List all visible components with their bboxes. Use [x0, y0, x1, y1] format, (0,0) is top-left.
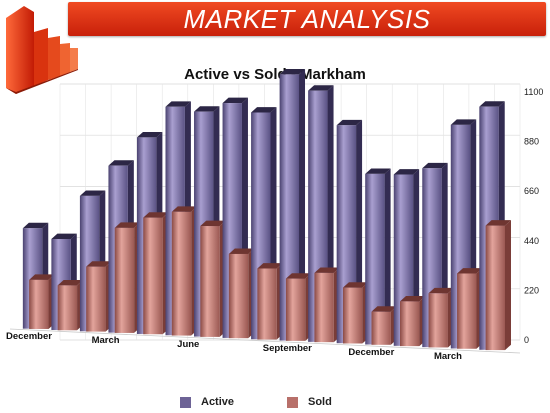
y-tick-label: 1100	[524, 87, 543, 97]
bar-sold	[228, 248, 255, 339]
y-tick-label: 660	[524, 186, 539, 196]
y-tick-label: 440	[524, 236, 539, 246]
bar-sold	[400, 295, 426, 347]
legend-label-active: Active	[201, 396, 235, 408]
bar-active	[365, 168, 391, 345]
bar-sold	[29, 274, 55, 329]
legend-label-sold: Sold	[308, 396, 332, 408]
bar-sold	[371, 306, 397, 345]
bar-active	[279, 69, 306, 341]
bar-chart-logo-icon	[6, 6, 78, 94]
y-tick-label: 0	[524, 335, 529, 345]
banner-title: MARKET ANALYSIS	[183, 4, 431, 34]
bar-sold	[143, 212, 169, 335]
y-tick-label: 880	[524, 137, 539, 147]
bar-sold	[57, 279, 84, 331]
title-banner: MARKET ANALYSIS	[68, 2, 546, 36]
legend: Active Sold	[0, 396, 550, 410]
bar-sold	[314, 267, 340, 343]
x-tick-label: September	[263, 343, 312, 354]
chart-title: Active vs Sold - Markham	[184, 66, 366, 83]
legend-swatch-active	[180, 396, 191, 408]
bar-sold	[86, 261, 112, 332]
y-tick-label: 220	[524, 285, 539, 295]
x-tick-label: June	[177, 339, 199, 350]
x-tick-label: March	[92, 335, 120, 346]
x-tick-label: December	[6, 331, 52, 342]
axis-ticks: 0 220 440 660 880 1100 December March June Septem…	[6, 87, 543, 362]
bar-sold	[200, 220, 226, 337]
bar-sold	[285, 273, 312, 341]
floor-edge	[9, 328, 521, 354]
legend-item-active: Active	[180, 396, 234, 408]
x-tick-label: March	[434, 351, 462, 362]
bar-sold	[114, 222, 141, 333]
bar-sold	[457, 268, 483, 349]
bar-sold	[257, 263, 283, 340]
bar-sold	[342, 282, 369, 344]
x-tick-label: December	[348, 347, 394, 358]
legend-item-sold: Sold	[287, 396, 332, 408]
bar-sold	[171, 206, 198, 336]
bars	[22, 69, 511, 351]
legend-swatch-sold	[287, 396, 298, 408]
bar-sold	[485, 220, 511, 351]
bar-sold	[428, 287, 454, 348]
